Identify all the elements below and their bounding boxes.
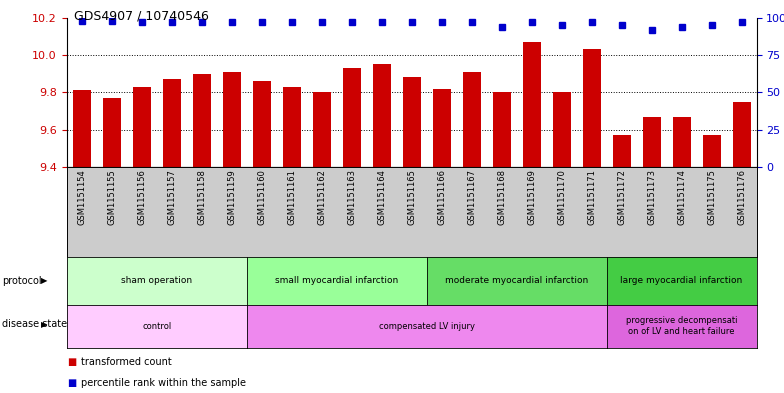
- Text: GSM1151174: GSM1151174: [677, 169, 686, 225]
- Text: GSM1151168: GSM1151168: [497, 169, 506, 225]
- Bar: [313, 92, 331, 393]
- Text: GSM1151155: GSM1151155: [107, 169, 116, 225]
- Bar: [103, 98, 121, 393]
- Text: transformed count: transformed count: [81, 356, 172, 367]
- Bar: [403, 77, 420, 393]
- Bar: [433, 89, 451, 393]
- Bar: [372, 64, 390, 393]
- Bar: [252, 81, 270, 393]
- Text: ■: ■: [67, 378, 76, 388]
- Text: GSM1151163: GSM1151163: [347, 169, 356, 225]
- Text: ▶: ▶: [41, 277, 47, 285]
- Bar: [702, 135, 720, 393]
- Text: GSM1151173: GSM1151173: [647, 169, 656, 225]
- Bar: [73, 90, 91, 393]
- Bar: [673, 117, 691, 393]
- Bar: [583, 50, 601, 393]
- Bar: [193, 74, 211, 393]
- Text: GSM1151167: GSM1151167: [467, 169, 476, 225]
- Text: GSM1151156: GSM1151156: [137, 169, 146, 225]
- Text: protocol: protocol: [2, 276, 42, 286]
- Text: small myocardial infarction: small myocardial infarction: [275, 277, 398, 285]
- Text: GSM1151159: GSM1151159: [227, 169, 236, 225]
- Text: ■: ■: [67, 356, 76, 367]
- Bar: [643, 117, 661, 393]
- Bar: [282, 87, 300, 393]
- Text: large myocardial infarction: large myocardial infarction: [620, 277, 742, 285]
- Bar: [523, 42, 541, 393]
- Bar: [463, 72, 481, 393]
- Bar: [553, 92, 571, 393]
- Text: GSM1151176: GSM1151176: [737, 169, 746, 225]
- Text: GSM1151165: GSM1151165: [407, 169, 416, 225]
- Text: moderate myocardial infarction: moderate myocardial infarction: [445, 277, 588, 285]
- Text: GSM1151158: GSM1151158: [197, 169, 206, 225]
- Text: GSM1151160: GSM1151160: [257, 169, 266, 225]
- Text: compensated LV injury: compensated LV injury: [379, 322, 474, 331]
- Text: GSM1151154: GSM1151154: [77, 169, 86, 225]
- Text: disease state: disease state: [2, 319, 67, 329]
- Bar: [612, 135, 630, 393]
- Text: GDS4907 / 10740546: GDS4907 / 10740546: [74, 10, 209, 23]
- Text: GSM1151164: GSM1151164: [377, 169, 386, 225]
- Bar: [132, 87, 151, 393]
- Text: GSM1151172: GSM1151172: [617, 169, 626, 225]
- Text: ▶: ▶: [41, 320, 47, 329]
- Bar: [162, 79, 180, 393]
- Text: GSM1151169: GSM1151169: [527, 169, 536, 225]
- Bar: [492, 92, 510, 393]
- Bar: [732, 102, 750, 393]
- Text: GSM1151161: GSM1151161: [287, 169, 296, 225]
- Text: sham operation: sham operation: [121, 277, 192, 285]
- Text: percentile rank within the sample: percentile rank within the sample: [81, 378, 245, 388]
- Text: GSM1151170: GSM1151170: [557, 169, 566, 225]
- Text: GSM1151166: GSM1151166: [437, 169, 446, 225]
- Text: control: control: [142, 322, 171, 331]
- Text: GSM1151175: GSM1151175: [707, 169, 716, 225]
- Text: GSM1151162: GSM1151162: [317, 169, 326, 225]
- Text: GSM1151157: GSM1151157: [167, 169, 176, 225]
- Bar: [223, 72, 241, 393]
- Bar: [343, 68, 361, 393]
- Text: GSM1151171: GSM1151171: [587, 169, 596, 225]
- Text: progressive decompensati
on of LV and heart failure: progressive decompensati on of LV and he…: [626, 316, 737, 336]
